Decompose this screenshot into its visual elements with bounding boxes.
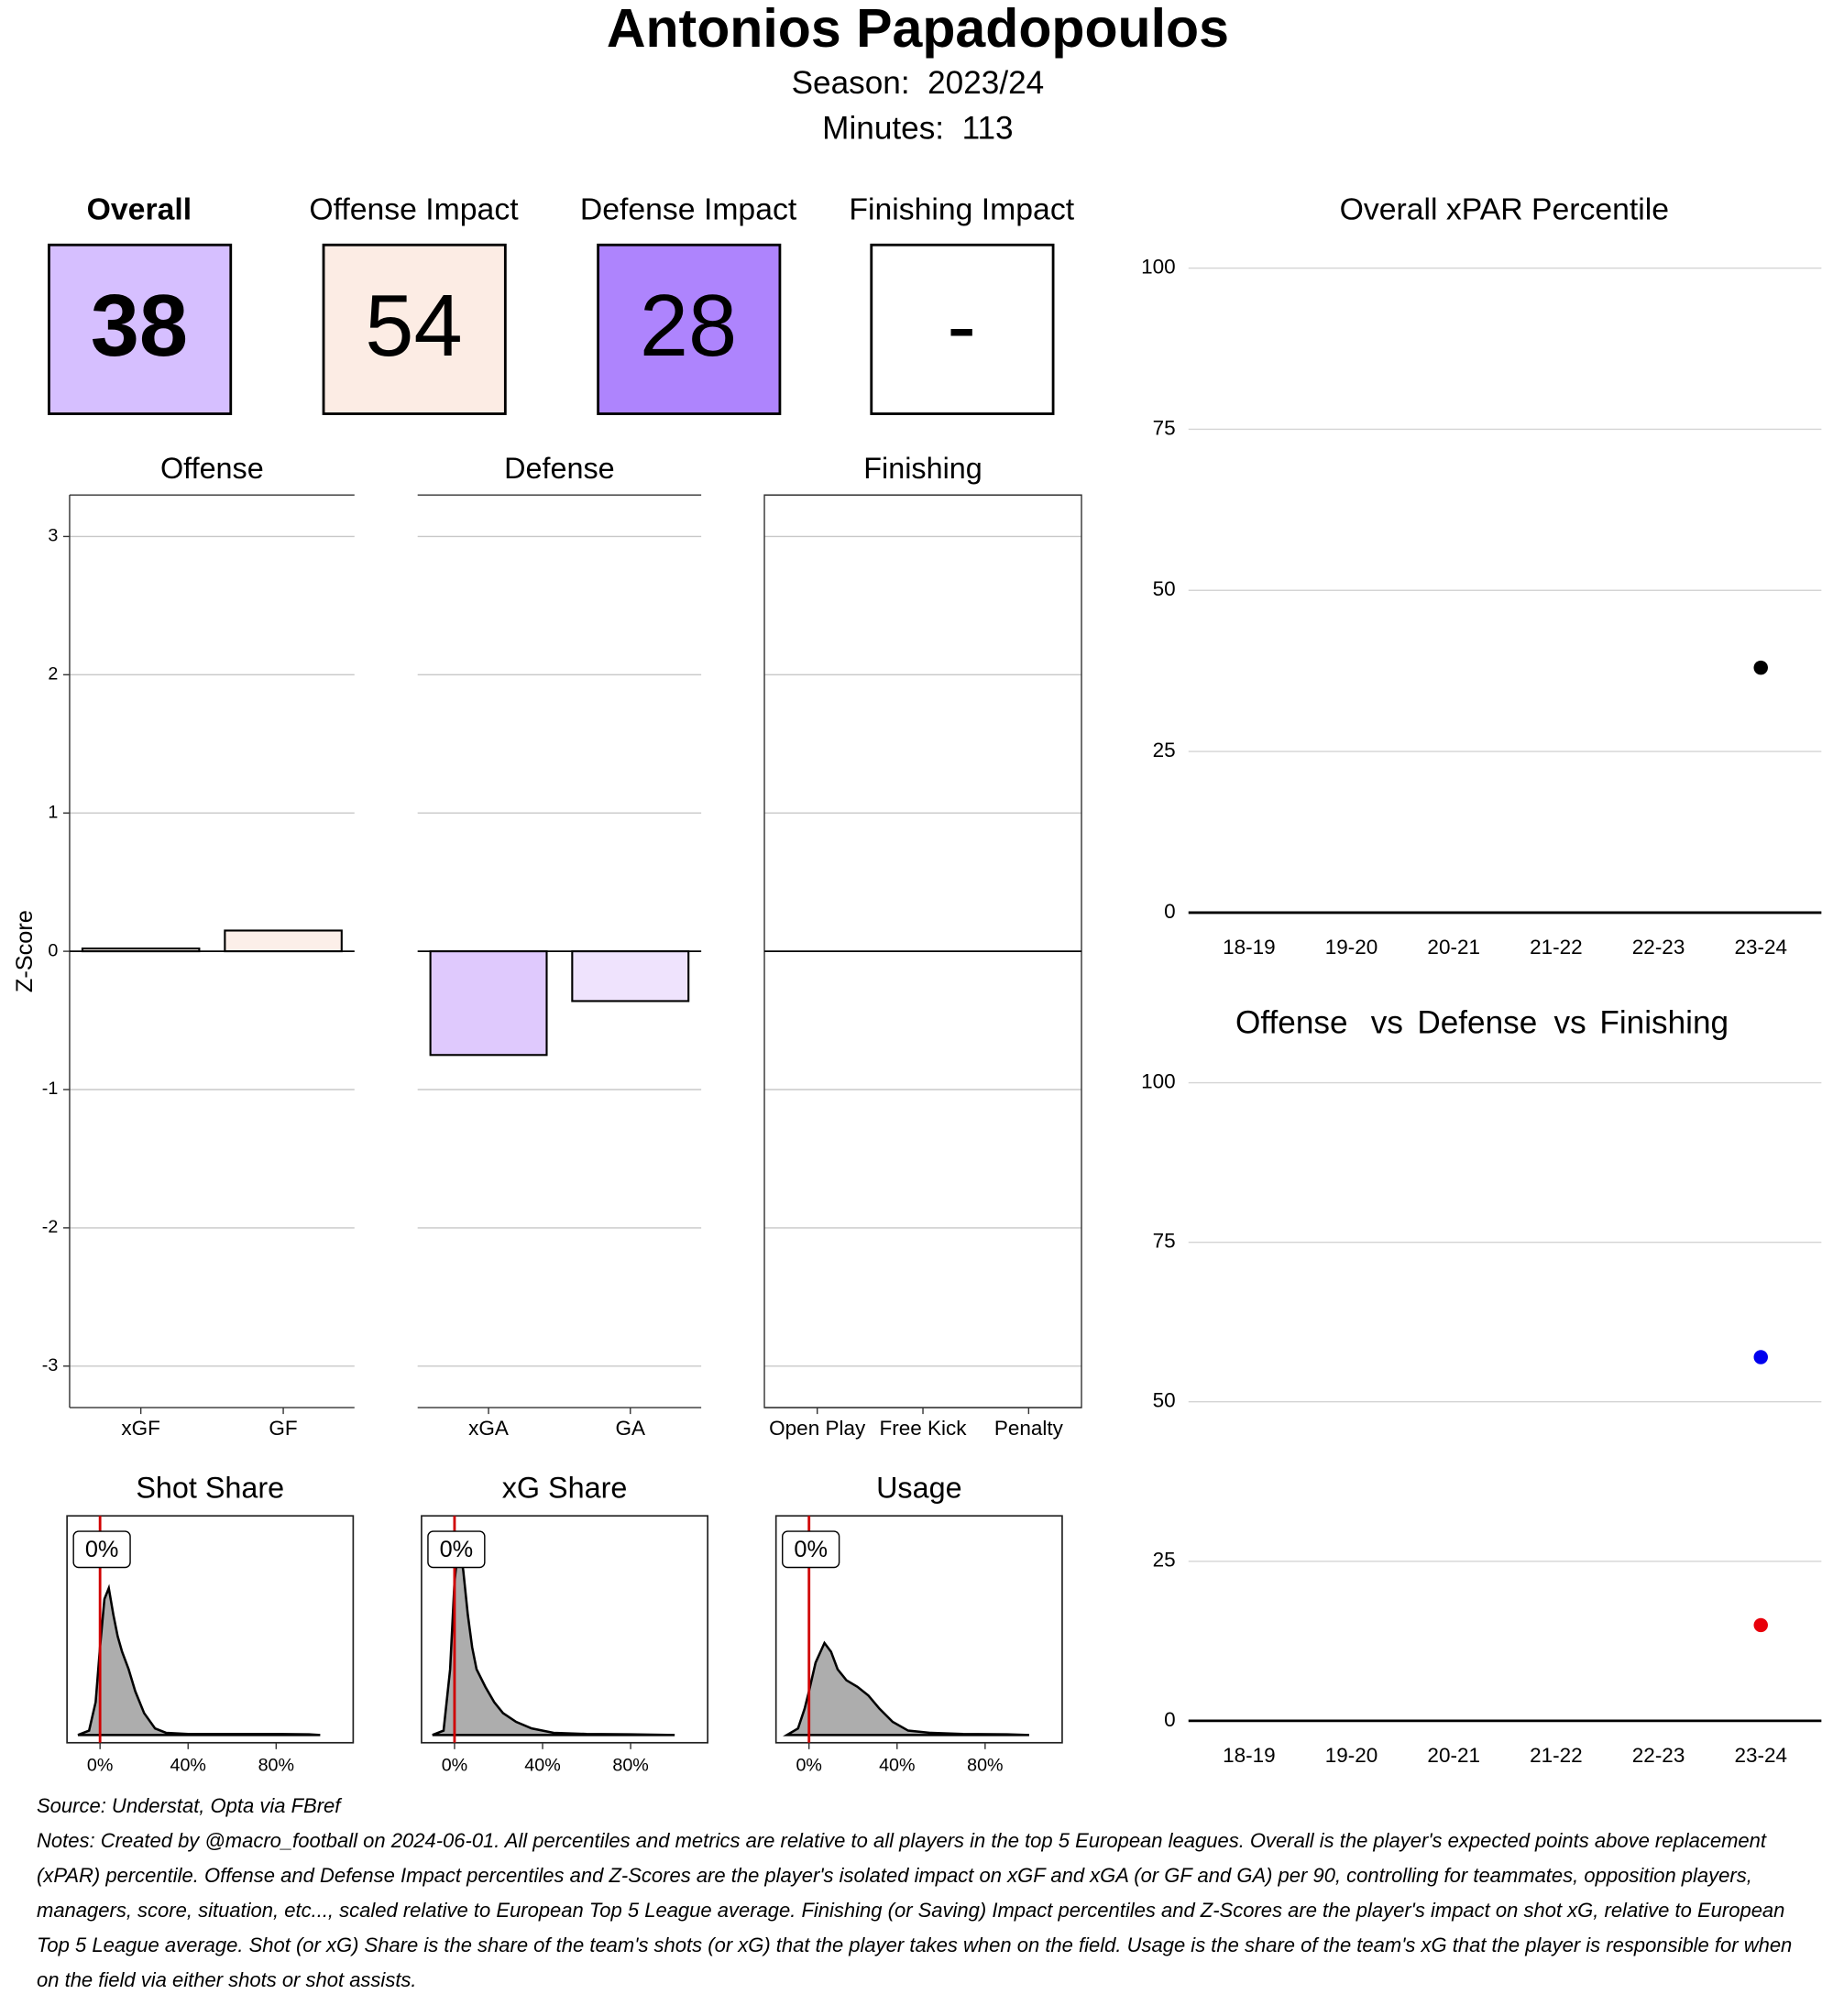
y-axis-label: Z-Score: [12, 910, 38, 992]
x-tick-label: 20-21: [1427, 936, 1480, 959]
x-tick-label: Open Play: [769, 1417, 866, 1440]
footer: Source: Understat, Opta via FBref Notes:…: [37, 1789, 1815, 1998]
x-tick-label: 22-23: [1632, 1744, 1685, 1767]
x-tick-label: 18-19: [1223, 936, 1276, 959]
panel-title: xG Share: [502, 1472, 628, 1505]
x-tick-label: Free Kick: [880, 1417, 968, 1440]
x-tick-label: 0%: [442, 1755, 467, 1775]
x-tick-label: 19-20: [1325, 1744, 1378, 1767]
point: [1753, 660, 1768, 675]
x-tick-label: 40%: [170, 1755, 206, 1775]
x-tick-label: 23-24: [1734, 936, 1787, 959]
y-tick-label: 1: [48, 802, 58, 822]
x-tick-label: GF: [269, 1417, 297, 1440]
title: Antonios Papadopoulos: [607, 0, 1229, 59]
bar: [571, 950, 690, 1003]
y-tick-label: 75: [1153, 1230, 1176, 1253]
annotation: 0%: [85, 1537, 119, 1562]
x-tick-label: 19-20: [1325, 936, 1378, 959]
bar: [224, 929, 343, 953]
x-tick-label: 21-22: [1530, 1744, 1583, 1767]
panel-title: Overall xPAR Percentile: [1340, 192, 1669, 227]
y-tick-label: 25: [1153, 1549, 1176, 1572]
x-tick-label: Penalty: [994, 1417, 1064, 1440]
y-tick-label: 50: [1153, 1389, 1176, 1412]
annotation: 0%: [440, 1537, 474, 1562]
y-tick-label: -1: [42, 1079, 59, 1099]
x-tick-label: xGF: [121, 1417, 159, 1440]
tile-label: Finishing Impact: [849, 192, 1074, 227]
tile-box: [870, 243, 1055, 415]
tile-label: Offense Impact: [309, 192, 519, 227]
x-tick-label: 22-23: [1632, 936, 1685, 959]
tile-box: [322, 243, 507, 415]
annotation-box: [782, 1530, 840, 1569]
y-tick-label: 100: [1141, 1070, 1176, 1093]
x-tick-label: 0%: [87, 1755, 113, 1775]
facet-title: Offense: [160, 452, 264, 485]
legend-entry: Offense: [1235, 1005, 1347, 1041]
tile-box: [597, 243, 782, 415]
y-tick-label: 3: [48, 526, 58, 546]
y-tick-label: 50: [1153, 577, 1176, 600]
facet-title: Finishing: [863, 452, 982, 485]
annotation-box: [427, 1530, 486, 1569]
annotation: 0%: [794, 1537, 828, 1562]
x-tick-label: xGA: [468, 1417, 509, 1440]
y-tick-label: 2: [48, 664, 58, 685]
tile-value: 38: [91, 277, 188, 375]
tile-label: Defense Impact: [580, 192, 797, 227]
legend-separator: vs: [1371, 1005, 1403, 1041]
x-tick-label: 80%: [967, 1755, 1003, 1775]
x-tick-label: 20-21: [1427, 1744, 1480, 1767]
y-tick-label: 75: [1153, 416, 1176, 439]
y-tick-label: 25: [1153, 739, 1176, 761]
point: [1753, 1350, 1768, 1364]
subtitle: Minutes: 113: [822, 110, 1013, 146]
notes: Notes: Created by @macro_football on 202…: [37, 1829, 1793, 1991]
legend-entry: Finishing: [1599, 1005, 1729, 1041]
x-tick-label: 80%: [612, 1755, 648, 1775]
panel-title: Shot Share: [136, 1472, 284, 1505]
annotation-box: [72, 1530, 131, 1569]
y-tick-label: 100: [1141, 256, 1176, 279]
y-tick-label: 0: [1164, 1708, 1176, 1731]
y-tick-label: -3: [42, 1355, 59, 1375]
x-tick-label: 18-19: [1223, 1744, 1276, 1767]
x-tick-label: 23-24: [1734, 1744, 1787, 1767]
bar: [429, 950, 548, 1057]
point: [1753, 1617, 1768, 1633]
y-tick-label: 0: [48, 940, 58, 960]
facet-title: Defense: [504, 452, 614, 485]
source: Source: Understat, Opta via FBref: [37, 1794, 341, 1817]
tile-label: Overall: [87, 192, 192, 227]
tile-value: 28: [640, 277, 737, 375]
tile-box: [48, 243, 233, 415]
x-tick-label: 80%: [258, 1755, 294, 1775]
y-tick-label: 0: [1164, 900, 1176, 923]
x-tick-label: 0%: [796, 1755, 821, 1775]
x-tick-label: 21-22: [1530, 936, 1583, 959]
legend-entry: Defense: [1417, 1005, 1537, 1041]
x-tick-label: GA: [616, 1417, 646, 1440]
subtitle: Season: 2023/24: [792, 65, 1045, 101]
legend-separator: vs: [1554, 1005, 1586, 1041]
tile-value: -: [947, 277, 976, 375]
x-tick-label: 40%: [524, 1755, 560, 1775]
panel-title: Usage: [876, 1472, 961, 1505]
y-tick-label: -2: [42, 1217, 59, 1237]
x-tick-label: 40%: [879, 1755, 915, 1775]
tile-value: 54: [365, 277, 462, 375]
